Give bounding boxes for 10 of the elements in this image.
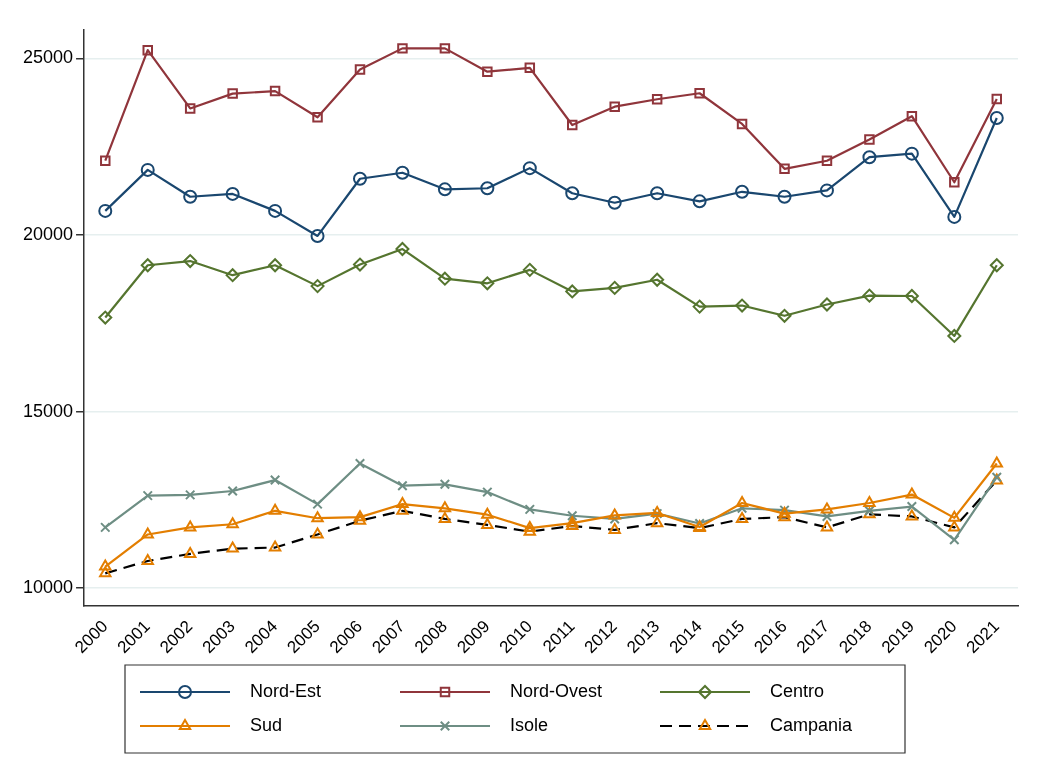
legend-label: Nord-Est — [250, 680, 322, 701]
y-tick-label: 10000 — [22, 577, 74, 598]
y-tick-label: 25000 — [22, 47, 74, 68]
legend-label: Sud — [250, 714, 283, 735]
legend-label: Nord-Ovest — [510, 680, 603, 701]
legend-label: Campania — [770, 714, 854, 735]
legend-label: Isole — [510, 714, 549, 735]
legend-label: Centro — [770, 680, 825, 701]
y-tick-label: 15000 — [22, 400, 74, 421]
y-tick-label: 20000 — [22, 223, 74, 244]
